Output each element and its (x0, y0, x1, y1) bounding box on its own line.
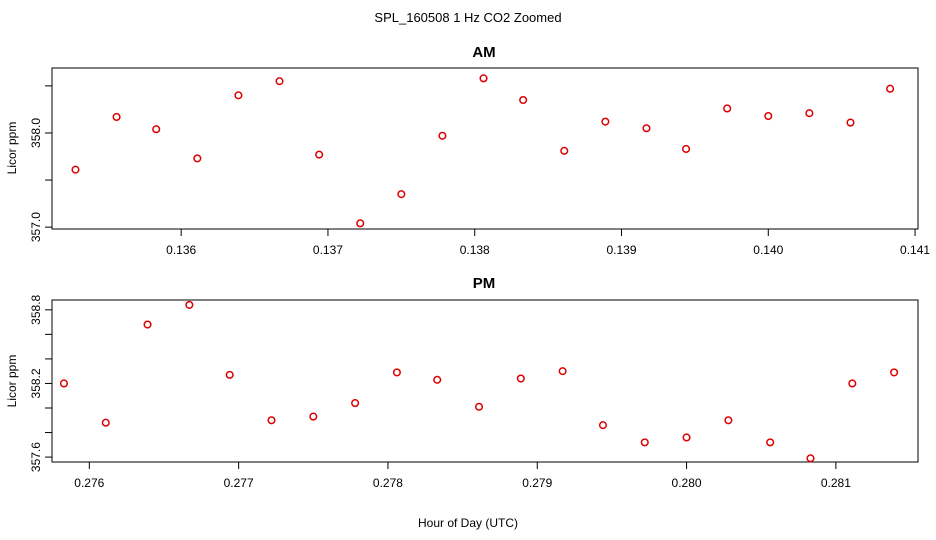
pm-data-point (516, 374, 525, 383)
am-y-axis-label: Licor ppm (5, 122, 19, 175)
am-data-point (764, 111, 773, 121)
am-data-point (886, 84, 895, 93)
pm-data-point (225, 370, 234, 379)
am-data-point (479, 74, 488, 83)
pm-x-tick-label: 0.277 (224, 476, 254, 490)
am-data-point (152, 125, 161, 134)
pm-data-point (143, 320, 152, 329)
pm-data-point (474, 402, 484, 411)
am-x-tick-label: 0.136 (166, 243, 196, 257)
pm-data-point (724, 416, 733, 425)
pm-x-tick-label: 0.276 (74, 476, 104, 490)
pm-data-point (640, 438, 649, 447)
am-x-tick-label: 0.137 (313, 243, 343, 257)
am-y-tick-label: 358.0 (29, 118, 43, 148)
am-data-point (438, 131, 447, 140)
am-x-tick-label: 0.141 (900, 243, 930, 257)
pm-data-point (598, 421, 608, 430)
pm-points (59, 300, 899, 463)
am-x-tick-label: 0.139 (606, 243, 636, 257)
pm-data-point (351, 399, 360, 408)
pm-data-point (59, 379, 68, 388)
pm-data-point (848, 379, 857, 388)
am-data-point (805, 109, 814, 118)
am-data-point (601, 117, 610, 126)
pm-data-point (766, 438, 775, 447)
am-data-point (642, 124, 651, 133)
am-data-point (682, 144, 691, 154)
am-y-axis: 357.0 358.0 (29, 85, 52, 242)
pm-data-point (682, 433, 691, 442)
am-data-point (519, 95, 528, 105)
am-data-point (846, 118, 855, 127)
am-data-point (71, 165, 80, 174)
am-panel-title: AM (472, 44, 495, 61)
am-data-point (234, 91, 243, 100)
pm-y-axis-label: Licor ppm (5, 355, 19, 408)
am-data-point (560, 146, 569, 155)
am-data-point (723, 104, 732, 113)
pm-panel-title: PM (473, 275, 496, 292)
x-axis-label: Hour of Day (UTC) (418, 516, 518, 530)
am-data-point (397, 190, 406, 199)
pm-x-tick-label: 0.281 (821, 476, 851, 490)
pm-data-point (101, 418, 110, 427)
am-data-point (315, 150, 324, 159)
pm-data-point (806, 454, 815, 463)
am-data-point (193, 154, 202, 163)
pm-y-tick-label: 358.2 (29, 368, 43, 398)
pm-y-tick-label: 357.6 (29, 442, 43, 472)
am-x-axis: 0.136 0.137 0.138 0.139 0.140 0.141 (166, 229, 930, 257)
am-y-tick-label: 357.0 (29, 212, 43, 242)
am-panel: AM Licor ppm 0.136 0.137 0.138 0.139 0.140 0.… (5, 44, 930, 257)
am-data-point (275, 77, 284, 86)
pm-data-point (890, 368, 899, 377)
am-data-point (112, 112, 121, 122)
pm-y-tick-label: 358.8 (29, 294, 43, 324)
pm-panel: PM Licor ppm 0.276 0.277 0.278 0.279 0.280 0.… (5, 275, 919, 490)
am-x-tick-label: 0.138 (460, 243, 490, 257)
pm-data-point (558, 367, 567, 376)
pm-x-axis: 0.276 0.277 0.278 0.279 0.280 0.281 (74, 462, 851, 490)
pm-x-tick-label: 0.280 (672, 476, 702, 490)
pm-data-point (392, 368, 401, 377)
pm-data-point (185, 300, 194, 309)
figure-suptitle: SPL_160508 1 Hz CO2 Zoomed (374, 10, 561, 25)
am-points (71, 74, 895, 228)
pm-data-point (309, 412, 318, 421)
pm-plot-frame (51, 299, 919, 463)
pm-x-tick-label: 0.279 (522, 476, 552, 490)
pm-data-point (433, 375, 442, 384)
pm-y-axis: 357.6 358.2 358.8 (29, 294, 52, 472)
am-x-tick-label: 0.140 (753, 243, 783, 257)
am-data-point (356, 219, 365, 228)
pm-x-tick-label: 0.278 (373, 476, 403, 490)
pm-data-point (267, 416, 276, 425)
am-plot-frame (51, 67, 919, 230)
